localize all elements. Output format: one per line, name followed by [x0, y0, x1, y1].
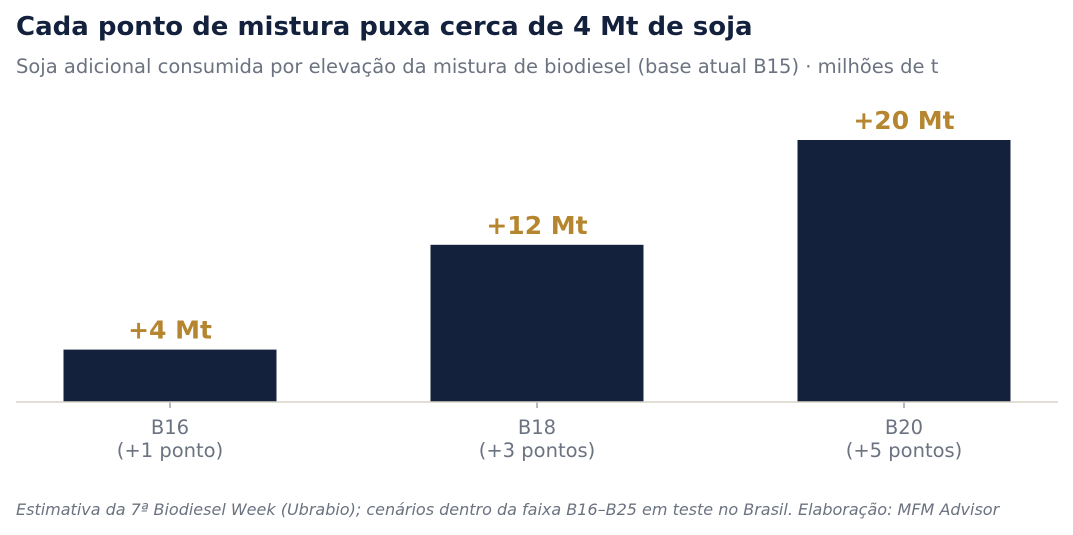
- x-tick-label-b20: B20: [885, 416, 923, 439]
- data-label-b18: +12 Mt: [486, 211, 587, 240]
- x-tick-label-b16: B16: [151, 416, 189, 439]
- bar-b18: [430, 244, 644, 402]
- bar-b16: [63, 349, 277, 402]
- bar-b20: [797, 140, 1011, 402]
- data-label-b20: +20 Mt: [853, 106, 954, 135]
- source-footnote: Estimativa da 7ª Biodiesel Week (Ubrabio…: [16, 500, 1000, 519]
- x-tick-sublabel-b18: (+3 pontos): [479, 439, 596, 462]
- x-tick-label-b18: B18: [518, 416, 556, 439]
- data-label-b16: +4 Mt: [128, 316, 212, 345]
- chart-subtitle: Soja adicional consumida por elevação da…: [16, 55, 939, 78]
- chart-title: Cada ponto de mistura puxa cerca de 4 Mt…: [16, 12, 753, 42]
- x-tick-sublabel-b20: (+5 pontos): [846, 439, 963, 462]
- x-tick-sublabel-b16: (+1 ponto): [117, 439, 223, 462]
